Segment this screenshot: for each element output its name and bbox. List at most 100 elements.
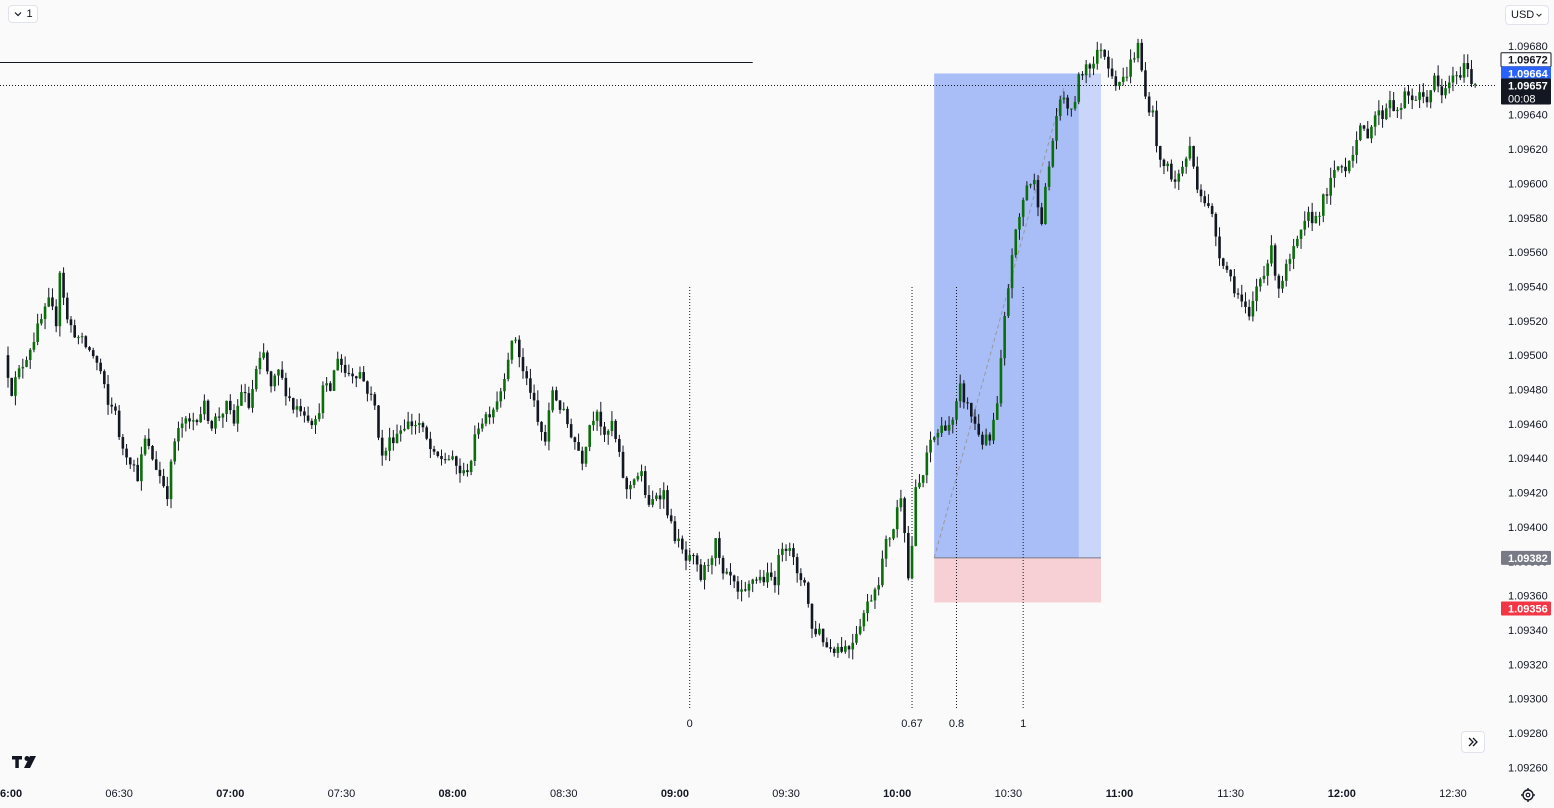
candle [625, 476, 629, 499]
candle-body [792, 548, 795, 558]
candle-body [799, 573, 803, 581]
candle [1218, 227, 1221, 266]
candle-body [32, 341, 36, 350]
candle-body [1107, 56, 1110, 69]
candle [95, 355, 99, 371]
candle-body [940, 425, 943, 433]
candle [588, 424, 591, 452]
candle [1196, 156, 1199, 194]
stop-zone[interactable] [934, 557, 1101, 603]
candle-body [766, 572, 769, 583]
candle [10, 377, 14, 397]
candle-body [1099, 49, 1103, 51]
candle-body [618, 438, 621, 452]
interval-button[interactable]: 1 [8, 5, 38, 23]
candle [903, 496, 906, 543]
candle-body [399, 430, 403, 434]
candle-body [384, 450, 388, 456]
candle-body [184, 418, 188, 424]
candle [1273, 243, 1277, 281]
candle-body [866, 601, 869, 614]
candle-body [191, 420, 195, 422]
candle [158, 461, 162, 484]
candle [514, 337, 517, 344]
candle-body [1473, 83, 1477, 85]
target-zone[interactable] [934, 73, 1079, 558]
candle-body [1155, 110, 1158, 147]
candle [188, 413, 191, 429]
candle-body [547, 410, 551, 442]
price-axis[interactable]: 1.09260 1.09280 1.09300 1.09320 1.09340 1.093… [1508, 41, 1548, 774]
candle [610, 411, 614, 437]
candle [114, 403, 117, 416]
candle [1333, 160, 1336, 188]
candle-body [636, 476, 640, 480]
candle [436, 451, 440, 458]
candle-body [1462, 63, 1466, 78]
x-tick-label: 10:00 [883, 788, 911, 800]
candle-body [1184, 158, 1188, 167]
candle [1414, 95, 1418, 101]
candle [362, 366, 365, 382]
candle-body [962, 383, 966, 403]
candle-body [380, 437, 384, 456]
candle-body [480, 423, 484, 429]
candle-body [388, 437, 391, 451]
candle-body [1277, 275, 1281, 289]
candle-body [606, 430, 610, 435]
candle [177, 421, 180, 451]
settings-button[interactable] [1520, 787, 1536, 803]
candle-body [173, 441, 177, 462]
candle-body [669, 515, 673, 522]
candle [529, 368, 532, 399]
candle-body [217, 416, 221, 418]
candle [777, 548, 780, 595]
candle [17, 364, 21, 380]
candle [884, 535, 888, 568]
candle-body [1407, 91, 1410, 96]
candle-body [336, 358, 340, 371]
candle-body [1221, 258, 1225, 266]
candle [847, 644, 851, 659]
candle [340, 354, 343, 373]
candle-body [1133, 58, 1136, 60]
candle [191, 412, 195, 431]
currency-button[interactable]: USD [1505, 5, 1549, 25]
candle [1418, 84, 1421, 109]
candle [1396, 107, 1399, 119]
candle-body [1470, 69, 1473, 85]
candle-body [1384, 108, 1388, 120]
candle [1177, 169, 1181, 191]
candle [1010, 248, 1014, 299]
candle [243, 383, 247, 403]
fib-label-2: 0.8 [949, 718, 964, 730]
candle-body [1355, 139, 1358, 155]
candle-body [1281, 280, 1284, 289]
candle-body [162, 476, 165, 487]
candle [669, 508, 673, 524]
scroll-to-realtime-button[interactable] [1461, 731, 1485, 753]
candle-body [862, 613, 866, 627]
candle [899, 489, 903, 512]
candle [517, 335, 521, 368]
x-tick-label: 12:30 [1439, 788, 1467, 800]
candle [1155, 100, 1158, 153]
time-axis[interactable]: 06:00 06:30 07:00 07:30 08:00 08:30 09:00 09:30… [0, 788, 1467, 800]
candle [73, 319, 76, 338]
candle-body [132, 464, 136, 466]
tradingview-logo[interactable] [12, 756, 40, 768]
candle-body [473, 434, 477, 461]
position-tool[interactable] [934, 73, 1101, 603]
tradingview-logo-icon[interactable] [12, 756, 40, 768]
candle [1003, 311, 1006, 366]
candle [25, 356, 28, 368]
candle-body [1118, 81, 1121, 87]
candle [143, 435, 147, 456]
candle [958, 374, 962, 408]
candle [1344, 157, 1347, 178]
candle [1303, 211, 1307, 236]
candle-body [1318, 215, 1321, 217]
